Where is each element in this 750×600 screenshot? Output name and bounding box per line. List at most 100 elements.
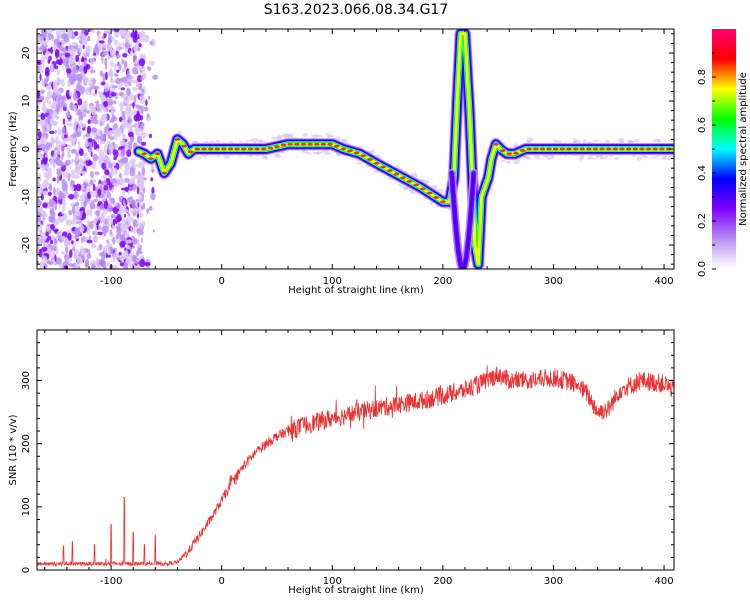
noise-speckle xyxy=(127,212,131,217)
noise-speckle xyxy=(43,119,47,126)
noise-speckle xyxy=(121,121,127,130)
noise-speckle xyxy=(57,195,62,200)
noise-speckle xyxy=(46,90,52,100)
noise-speckle xyxy=(83,77,89,83)
noise-speckle xyxy=(101,55,104,64)
noise-speckle xyxy=(123,203,126,211)
noise-speckle xyxy=(139,96,146,105)
noise-speckle xyxy=(84,133,90,137)
noise-speckle xyxy=(92,183,96,192)
ridge-haze xyxy=(270,136,277,140)
noise-speckle xyxy=(75,167,81,176)
noise-speckle xyxy=(37,35,44,44)
noise-speckle xyxy=(41,250,44,259)
noise-speckle xyxy=(129,50,133,57)
noise-speckle xyxy=(138,58,146,67)
noise-speckle xyxy=(40,112,46,121)
noise-speckle xyxy=(71,240,74,245)
noise-speckle xyxy=(62,171,69,179)
noise-speckle xyxy=(103,245,108,253)
noise-speckle xyxy=(79,122,86,129)
noise-speckle xyxy=(141,108,144,115)
ridge-haze xyxy=(542,154,548,158)
noise-speckle xyxy=(86,125,92,134)
noise-speckle xyxy=(64,52,71,58)
ridge-peak xyxy=(294,142,300,146)
noise-speckle xyxy=(79,163,84,170)
noise-speckle xyxy=(70,185,75,192)
ridge-haze xyxy=(325,152,332,155)
noise-speckle xyxy=(71,206,76,215)
noise-speckle xyxy=(67,232,72,241)
noise-speckle xyxy=(83,200,88,206)
noise-speckle xyxy=(82,44,85,49)
noise-speckle xyxy=(37,46,40,51)
noise-speckle xyxy=(79,210,84,215)
noise-speckle xyxy=(69,101,74,110)
ridge-peak xyxy=(592,147,599,151)
colorbar-label: Normalized spectral amplitude xyxy=(738,72,749,226)
noise-speckle xyxy=(82,134,86,141)
noise-speckle xyxy=(114,63,117,72)
ridge-peak xyxy=(260,147,267,151)
snr-y-tick-label: 300 xyxy=(21,371,32,390)
ridge-peak xyxy=(181,144,187,148)
noise-speckle xyxy=(101,52,106,58)
noise-speckle xyxy=(105,71,108,81)
noise-speckle xyxy=(113,100,117,105)
noise-speckle xyxy=(94,244,97,249)
noise-speckle xyxy=(151,169,155,173)
noise-speckle xyxy=(101,94,106,103)
ridge-peak xyxy=(532,147,539,151)
colorbar-ticks: 0.0 0.2 0.4 0.6 0.8 xyxy=(697,52,716,277)
noise-speckle xyxy=(43,126,47,130)
colorbar-gradient xyxy=(712,29,736,269)
noise-speckle xyxy=(66,68,72,74)
noise-speckle xyxy=(106,123,110,132)
noise-speckle xyxy=(152,74,159,80)
noise-speckle xyxy=(121,157,128,164)
noise-speckle xyxy=(65,161,69,167)
noise-speckle xyxy=(58,60,62,66)
noise-speckle xyxy=(140,131,147,139)
ridge-peak xyxy=(652,147,658,151)
ridge-haze xyxy=(505,160,511,165)
colorbar-tick-label: 0.6 xyxy=(697,117,708,133)
spectrogram-x-tick-label: 100 xyxy=(323,276,342,287)
ridge-peak xyxy=(665,147,672,151)
noise-speckle xyxy=(61,209,64,215)
noise-speckle xyxy=(111,186,115,194)
spectrogram-y-tick-label: 10 xyxy=(21,95,32,108)
ridge-haze xyxy=(274,153,281,159)
noise-speckle xyxy=(74,201,80,207)
noise-speckle xyxy=(41,163,46,172)
ridge-haze xyxy=(575,139,581,145)
noise-speckle xyxy=(73,218,77,223)
noise-speckle xyxy=(134,126,140,136)
ridge-peak xyxy=(353,151,360,155)
noise-speckle xyxy=(48,215,55,223)
noise-speckle xyxy=(84,262,89,269)
ridge-peak xyxy=(360,154,367,158)
noise-speckle xyxy=(133,44,138,53)
noise-speckle xyxy=(49,158,55,166)
noise-speckle xyxy=(52,29,56,32)
noise-speckle xyxy=(60,146,65,153)
noise-speckle xyxy=(47,100,51,105)
noise-speckle xyxy=(122,93,127,100)
noise-speckle xyxy=(131,79,138,84)
noise-speckle xyxy=(121,76,128,84)
noise-speckle xyxy=(103,101,108,108)
noise-speckle xyxy=(137,47,141,52)
noise-speckle xyxy=(70,179,74,188)
noise-speckle xyxy=(49,130,55,135)
ridge-haze xyxy=(582,138,587,144)
noise-speckle xyxy=(118,172,122,179)
snr-panel: -100 0 100 200 300 400 0 100 200 300 Height of s… xyxy=(8,329,675,596)
noise-speckle xyxy=(37,131,42,140)
noise-speckle xyxy=(112,236,116,245)
noise-speckle xyxy=(75,238,79,242)
noise-speckle xyxy=(115,33,119,38)
noise-speckle xyxy=(107,70,114,76)
noise-speckle xyxy=(130,225,133,233)
